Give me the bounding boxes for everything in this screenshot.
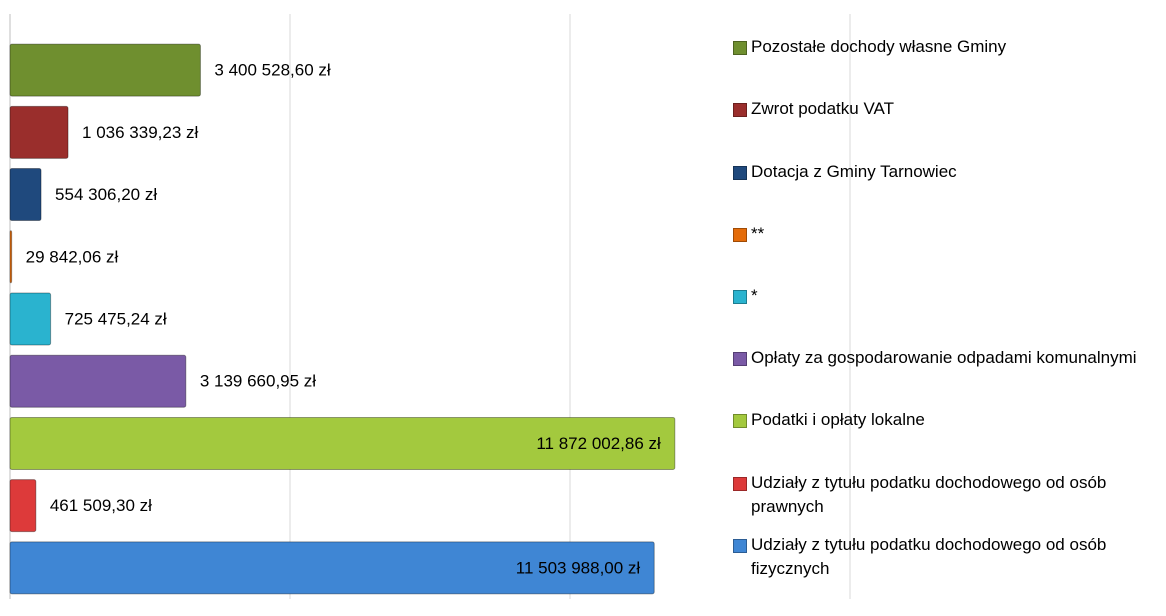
legend-label: Podatki i opłaty lokalne — [751, 410, 925, 430]
legend-item: Dotacja z Gminy Tarnowiec — [733, 160, 1153, 184]
legend-label: Udziały z tytułu podatku dochodowego od … — [751, 472, 1107, 516]
data-label: 29 842,06 zł — [26, 247, 119, 266]
data-label: 3 139 660,95 zł — [200, 372, 316, 391]
legend-item: Pozostałe dochody własne Gminy — [733, 35, 1153, 59]
legend-item: Zwrot podatku VAT — [733, 97, 1153, 121]
data-label: 461 509,30 zł — [50, 496, 152, 515]
legend-swatch — [733, 538, 747, 553]
bar — [9, 43, 201, 97]
legend-label: Zwrot podatku VAT — [751, 99, 894, 119]
legend-item: Podatki i opłaty lokalne — [733, 408, 1153, 432]
legend-label: Dotacja z Gminy Tarnowiec — [751, 161, 957, 181]
bar — [9, 230, 13, 284]
bar — [9, 292, 52, 346]
legend-label: ** — [751, 223, 765, 243]
data-label: 11 503 988,00 zł — [516, 558, 641, 577]
legend-item: Udziały z tytułu podatku dochodowego od … — [733, 471, 1153, 519]
legend-swatch — [733, 476, 747, 491]
legend-item: Udziały z tytułu podatku dochodowego od … — [733, 533, 1153, 581]
bar — [9, 479, 37, 533]
bar — [9, 541, 655, 595]
bar — [9, 416, 676, 470]
legend-item: * — [733, 284, 1153, 308]
legend-item: Opłaty za gospodarowanie odpadami komuna… — [733, 346, 1153, 370]
legend-label: Pozostałe dochody własne Gminy — [751, 37, 1007, 57]
legend-swatch — [733, 103, 747, 118]
legend-swatch — [733, 41, 747, 56]
legend-swatch — [733, 414, 747, 429]
legend-swatch — [733, 352, 747, 367]
legend-swatch — [733, 227, 747, 242]
data-label: 1 036 339,23 zł — [82, 123, 198, 142]
data-label: 11 872 002,86 zł — [536, 434, 661, 453]
data-label: 554 306,20 zł — [55, 185, 157, 204]
legend-label: * — [751, 286, 758, 305]
legend-swatch — [733, 290, 747, 304]
bar — [9, 168, 42, 222]
bar — [9, 354, 187, 408]
legend-label: Udziały z tytułu podatku dochodowego od … — [751, 534, 1107, 578]
legend-label: Opłaty za gospodarowanie odpadami komuna… — [751, 348, 1137, 368]
bar — [9, 105, 69, 159]
data-label: 725 475,24 zł — [65, 309, 167, 328]
legend-item: ** — [733, 222, 1153, 246]
data-label: 3 400 528,60 zł — [214, 61, 330, 80]
legend-swatch — [733, 165, 747, 180]
